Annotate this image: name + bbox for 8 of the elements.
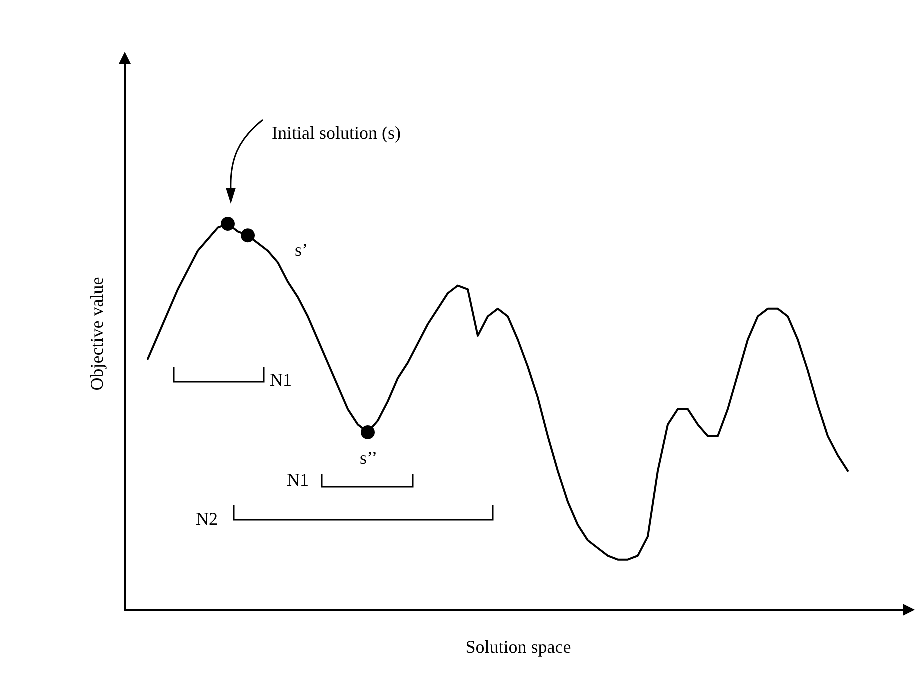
annotation: N2 [196,509,218,529]
y-axis-title: Objective value [87,277,107,391]
annotation: N1 [270,370,292,390]
annotation: N1 [287,470,309,490]
annotation: s’’ [360,448,378,468]
x-axis-title: Solution space [466,637,572,657]
text: Initial solution (s) [272,123,401,143]
annotation: s’ [295,240,308,260]
